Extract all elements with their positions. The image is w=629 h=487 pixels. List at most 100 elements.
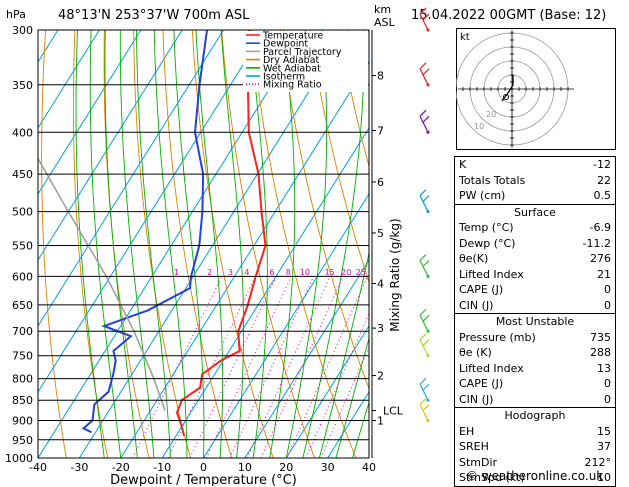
dry-adiabat — [221, 30, 316, 458]
lcl-label: LCL — [383, 405, 404, 418]
surface-value: -6.9 — [589, 221, 611, 234]
index-label: PW (cm) — [459, 189, 506, 202]
temperature-tick-label: 40 — [362, 461, 376, 474]
hodograph-param-row: SREH 37 — [455, 439, 615, 455]
wind-barb-base — [426, 274, 430, 279]
temperature-tick-label: -40 — [29, 461, 47, 474]
wet-adiabat — [302, 30, 365, 458]
wind-barb-flag — [419, 253, 427, 261]
wind-barb-flag — [422, 404, 430, 412]
most-unstable-label: θe (K) — [459, 346, 492, 359]
wind-barb-staff — [419, 404, 429, 421]
surface-row: CIN (J) 0 — [455, 298, 615, 314]
wind-barb-staff — [419, 314, 429, 332]
pressure-tick-label: 500 — [12, 206, 33, 219]
x-axis-label: Dewpoint / Temperature (°C) — [110, 473, 297, 486]
location-label: 48°13'N 253°37'W 700m ASL — [58, 8, 250, 23]
wet-adiabat — [269, 30, 296, 458]
wind-barb-flag — [419, 62, 427, 70]
surface-label: Dewp (°C) — [459, 236, 516, 250]
wind-barb-base — [426, 209, 430, 214]
isotherm-line — [203, 193, 369, 458]
dry-adiabat — [338, 30, 369, 168]
wind-barb-flag — [419, 333, 427, 341]
mixing-ratio-label: 3 — [228, 268, 233, 277]
wind-barb-flag — [422, 314, 430, 322]
plot-frame — [37, 29, 370, 459]
pressure-tick-label: 400 — [12, 126, 33, 139]
isotherm-line — [38, 30, 142, 195]
index-label: K — [459, 158, 467, 171]
isotherm-line — [38, 30, 307, 458]
datetime-label: 15.04.2022 00GMT (Base: 12) — [411, 8, 607, 23]
pressure-tick-label: 700 — [12, 325, 33, 338]
surface-value: 0 — [604, 283, 611, 296]
hodograph-param-row: EH 15 — [455, 424, 615, 440]
km-tick-label: 3 — [377, 322, 384, 335]
temperature-tick-label: 0 — [200, 461, 207, 474]
wet-adiabat — [119, 30, 155, 458]
mixing-ratio-line — [189, 276, 277, 458]
pressure-tick-label: 950 — [12, 434, 33, 447]
wind-barb-flag — [419, 308, 427, 316]
most-unstable-value: 735 — [590, 330, 611, 344]
mixing-ratio-label: 10 — [300, 268, 310, 277]
mixing-ratio-label: 15 — [325, 268, 335, 277]
copyright-footer: © weatheronline.co.uk — [466, 469, 604, 483]
mixing-ratio-axis-label: Mixing Ratio (g/kg) — [388, 218, 402, 331]
mixing-ratio-line — [132, 276, 223, 458]
hodograph-param-row: StmDir 212° — [455, 455, 615, 471]
isotherm-line — [78, 30, 349, 458]
legend-entry: Temperature — [262, 31, 323, 42]
surface-row: Dewp (°C) -11.2 — [455, 236, 615, 252]
surface-row: Temp (°C) -6.9 — [455, 220, 615, 236]
most-unstable-value: 288 — [590, 346, 611, 359]
most-unstable-value: 0 — [604, 377, 611, 390]
wind-barb-flag — [422, 195, 430, 203]
wet-adiabat — [335, 336, 369, 458]
hodograph-param-value: 10 — [597, 471, 611, 484]
wind-barb-base — [426, 130, 430, 134]
index-row: PW (cm) 0.5 — [455, 188, 615, 204]
wind-barb-base — [426, 83, 430, 87]
most-unstable-row: θe (K) 288 — [455, 345, 615, 361]
most-unstable-row: Lifted Index 13 — [455, 361, 615, 377]
isotherm-line — [38, 30, 224, 327]
pressure-unit-label: hPa — [6, 8, 26, 21]
most-unstable-value: 13 — [597, 361, 611, 375]
isotherm-line — [285, 325, 369, 458]
mixing-ratio-line — [286, 276, 368, 458]
temperature-tick-label: 10 — [238, 461, 252, 474]
surface-value: 0 — [604, 298, 611, 312]
pressure-tick-label: 600 — [12, 270, 33, 283]
legend-entry: Wet Adiabat — [263, 63, 321, 74]
mixing-ratio-label: 20 — [341, 268, 351, 277]
surface-value: 21 — [597, 267, 611, 281]
wind-barb-flag — [422, 115, 430, 123]
hodograph-param-value: 212° — [584, 455, 612, 469]
indices-panel: K -12 Totals Totals 22 PW (cm) 0.5 Surface Te… — [454, 156, 616, 487]
storm-motion-marker — [503, 94, 509, 100]
temperature-tick-label: -20 — [112, 461, 130, 474]
index-row: Totals Totals 22 — [455, 173, 615, 189]
pressure-tick-label: 650 — [12, 299, 33, 312]
wind-barb-staff — [419, 195, 429, 212]
surface-row: Lifted Index 21 — [455, 267, 615, 283]
pressure-tick-label: 750 — [12, 350, 33, 363]
mixing-ratio-line — [229, 276, 315, 458]
wind-barb-flag — [422, 13, 430, 21]
pressure-tick-label: 1000 — [5, 452, 33, 465]
isotherm-line — [120, 60, 369, 458]
legend-entry: Dewpoint — [263, 39, 308, 50]
legend-entry: Parcel Trajectory — [263, 47, 342, 58]
surface-title: Surface — [455, 203, 615, 221]
most-unstable-row: Pressure (mb) 735 — [455, 330, 615, 346]
wind-barb-flag — [419, 189, 427, 197]
surface-label: CIN (J) — [459, 298, 494, 312]
hodograph-param-label: EH — [459, 424, 475, 438]
km-tick-label: 6 — [377, 176, 384, 189]
most-unstable-row: CIN (J) 0 — [455, 392, 615, 408]
isotherm-line — [244, 259, 369, 458]
